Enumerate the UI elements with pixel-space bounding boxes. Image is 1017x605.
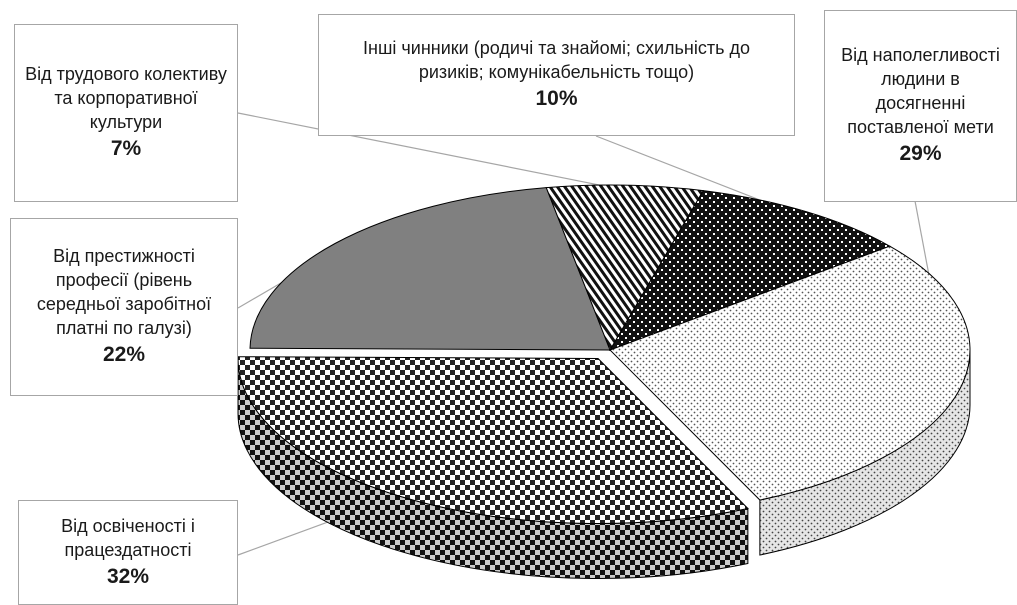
pie-slices (237, 184, 971, 524)
slice-prestige (249, 187, 611, 351)
callout-other-factors-value: 10% (535, 87, 578, 110)
slice-persistence (609, 245, 971, 501)
callout-prestige-value: 22% (102, 343, 146, 366)
callout-persistence-label: Від наполегливості людини в досягненні п… (841, 45, 1000, 137)
callout-persistence-value: 29% (899, 142, 942, 165)
slice-team-culture (545, 184, 704, 352)
callout-education: Від освіченості і працездатності 32% (18, 500, 238, 605)
callout-persistence: Від наполегливості людини в досягненні п… (824, 10, 1017, 202)
callout-team-culture: Від трудового колективу та корпоративної… (14, 24, 238, 202)
slice-education (237, 356, 749, 524)
callout-other-factors: Інші чинники (родичі та знайомі; схильні… (318, 14, 795, 136)
callout-education-value: 32% (106, 564, 150, 588)
callout-other-factors-label: Інші чинники (родичі та знайомі; схильні… (363, 38, 750, 82)
callout-team-culture-label: Від трудового колективу та корпоративної… (25, 64, 227, 132)
callout-prestige-label: Від престижності професії (рівень середн… (36, 246, 212, 338)
callout-prestige: Від престижності професії (рівень середн… (10, 218, 238, 396)
leader-line-team-culture (237, 112, 625, 191)
callout-team-culture-value: 7% (110, 137, 142, 160)
callout-education-label: Від освіченості і працездатності (61, 515, 195, 560)
